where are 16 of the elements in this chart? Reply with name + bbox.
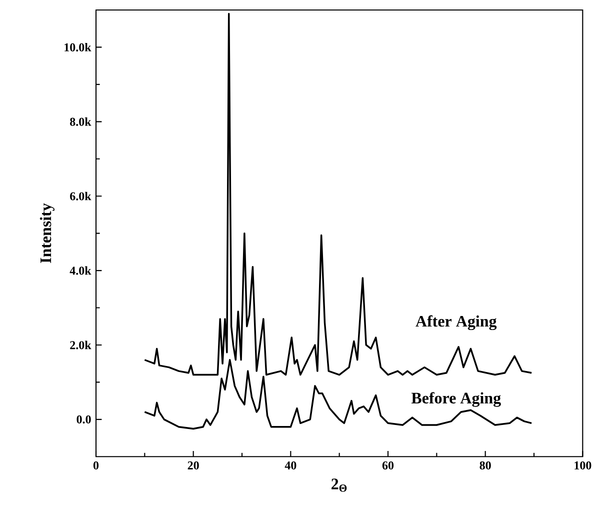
x-tick-label: 40 (284, 461, 296, 470)
x-tick-label: 60 (382, 461, 394, 470)
series-label: Before Aging (411, 392, 501, 407)
y-tick-label: 10.0k (64, 42, 92, 52)
y-tick-label: 4.0k (70, 266, 92, 275)
x-tick-label: 20 (188, 461, 199, 470)
y-axis-title: Intensity (40, 203, 54, 264)
y-tick-label: 6.0k (70, 192, 92, 200)
x-tick-label: 80 (480, 461, 491, 470)
y-tick-label: 2.0k (70, 340, 92, 350)
x-tick-label: 0 (93, 461, 99, 470)
y-tick-label: 8.0k (70, 117, 92, 126)
x-axis-title: 2$_{Θ}$ (332, 478, 347, 492)
y-tick-label: 0.0 (76, 415, 91, 424)
series-label: After Aging (416, 315, 497, 330)
x-tick-label: 100 (574, 461, 592, 470)
